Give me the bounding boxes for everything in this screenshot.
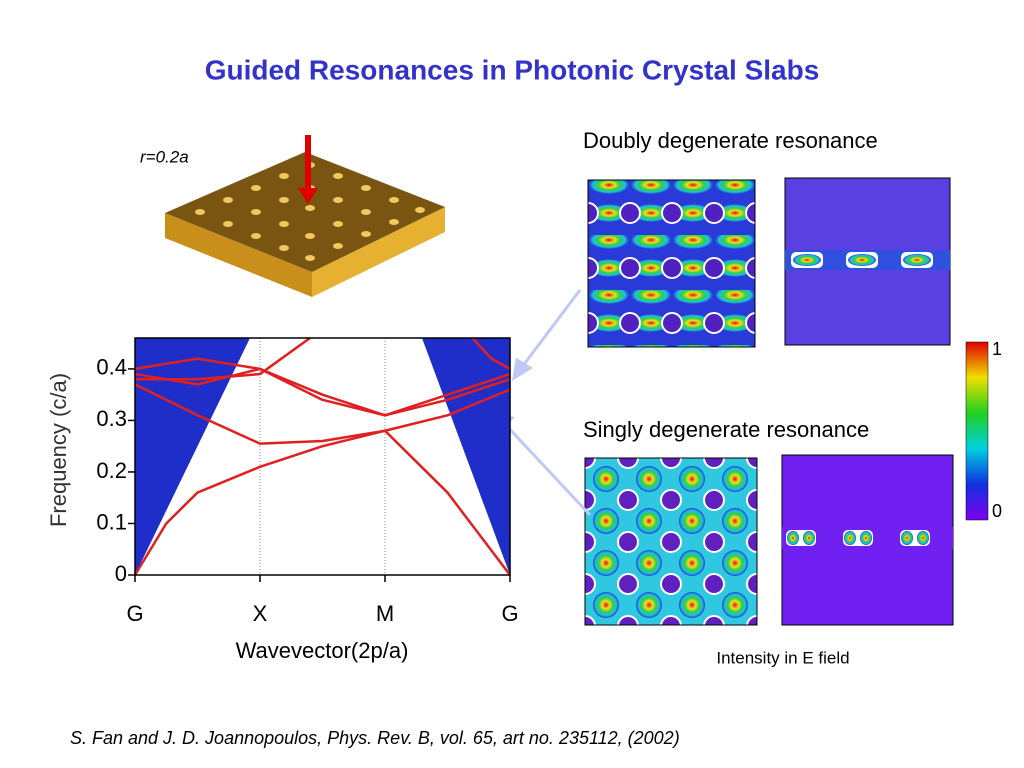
band-line — [134, 367, 511, 417]
slab-illustration — [165, 135, 445, 297]
y-tick-label: 0.4 — [96, 355, 127, 380]
colorbar-max: 1 — [992, 339, 1002, 359]
x-axis-label: Wavevector(2p/a) — [236, 638, 409, 663]
band-line — [134, 383, 511, 445]
x-tick-label: G — [501, 601, 518, 626]
x-tick-label: G — [126, 601, 143, 626]
field-map — [584, 457, 758, 626]
band-line — [135, 336, 311, 381]
band-line — [471, 337, 511, 371]
light-cone — [135, 338, 250, 575]
plot-frame — [134, 337, 511, 576]
doubly-label: Doubly degenerate resonance — [583, 128, 878, 153]
title: Guided Resonances in Photonic Crystal Sl… — [205, 54, 820, 85]
band-line — [134, 357, 511, 417]
field-strip — [785, 250, 950, 270]
y-tick-label: 0.3 — [96, 406, 127, 431]
y-tick-label: 0.2 — [96, 458, 127, 483]
light-cone — [422, 338, 510, 575]
slab-label: r=0.2a — [140, 147, 189, 166]
colorbar-min: 0 — [992, 501, 1002, 521]
colorbar — [965, 341, 989, 521]
citation: S. Fan and J. D. Joannopoulos, Phys. Rev… — [70, 728, 680, 748]
y-tick-label: 0.1 — [96, 509, 127, 534]
colorbar-caption: Intensity in E field — [716, 648, 849, 667]
y-axis-label: Frequency (c/a) — [46, 373, 71, 527]
field-map — [587, 179, 756, 348]
band-diagram — [135, 338, 510, 575]
x-tick-label: X — [253, 601, 268, 626]
field-strip — [782, 527, 953, 549]
x-tick-label: M — [376, 601, 394, 626]
y-tick-label: 0 — [115, 561, 127, 586]
singly-label: Singly degenerate resonance — [583, 417, 869, 442]
band-line — [133, 429, 511, 576]
